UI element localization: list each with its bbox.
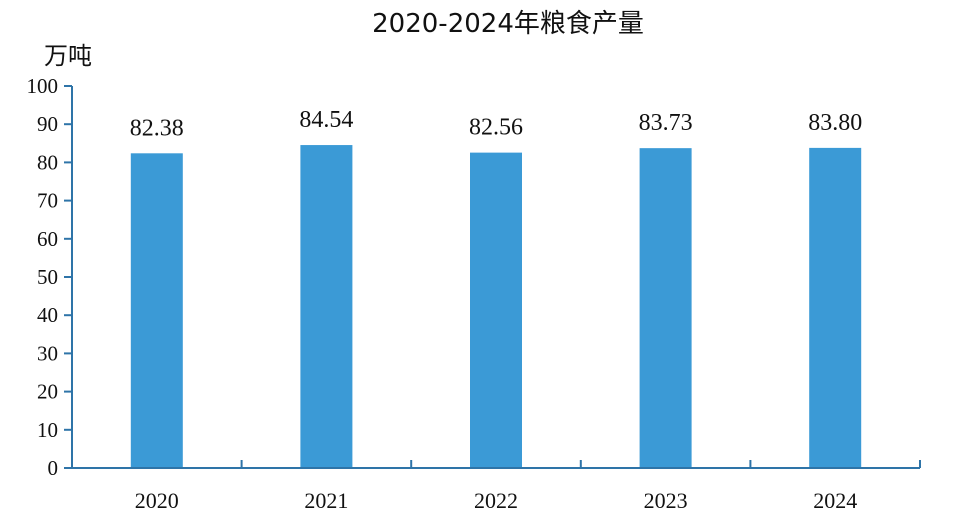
x-tick-label-2020: 2020: [135, 488, 179, 513]
bar-2021: [300, 145, 353, 469]
bar-2022: [470, 152, 522, 469]
x-tick-label-2024: 2024: [813, 488, 857, 513]
y-tick-label: 0: [48, 456, 59, 480]
y-tick-label: 90: [37, 112, 58, 136]
data-labels-group: 82.38 84.54 82.56 83.73 83.80: [130, 107, 862, 141]
y-tick-label: 30: [37, 341, 58, 365]
data-label-2023: 83.73: [639, 110, 693, 136]
y-tick-label: 20: [37, 380, 58, 404]
x-axis-ticks: 2020 2021 2022 2023 2024: [135, 460, 921, 513]
bars-group: [130, 145, 862, 469]
data-label-2020: 82.38: [130, 115, 184, 141]
x-tick-label-2022: 2022: [474, 488, 518, 513]
y-axis-unit-label: 万吨: [44, 42, 92, 70]
data-label-2024: 83.80: [808, 110, 862, 136]
y-tick-label: 100: [27, 74, 59, 98]
y-tick-label: 40: [37, 303, 58, 327]
data-label-2021: 84.54: [299, 107, 353, 133]
x-tick-label-2023: 2023: [644, 488, 688, 513]
y-tick-label: 60: [37, 227, 58, 251]
y-tick-label: 10: [37, 418, 58, 442]
x-tick-label-2021: 2021: [304, 488, 348, 513]
y-tick-label: 50: [37, 265, 58, 289]
chart-title: 2020-2024年粮食产量: [372, 9, 644, 39]
bar-2020: [130, 153, 183, 468]
y-tick-label: 70: [37, 189, 58, 213]
y-tick-label: 80: [37, 150, 58, 174]
bar-2023: [639, 148, 692, 468]
bar-2024: [809, 147, 862, 468]
y-axis-ticks: 0 10 20 30 40 50 60 70 80 90 100: [27, 74, 72, 480]
data-label-2022: 82.56: [469, 115, 523, 141]
